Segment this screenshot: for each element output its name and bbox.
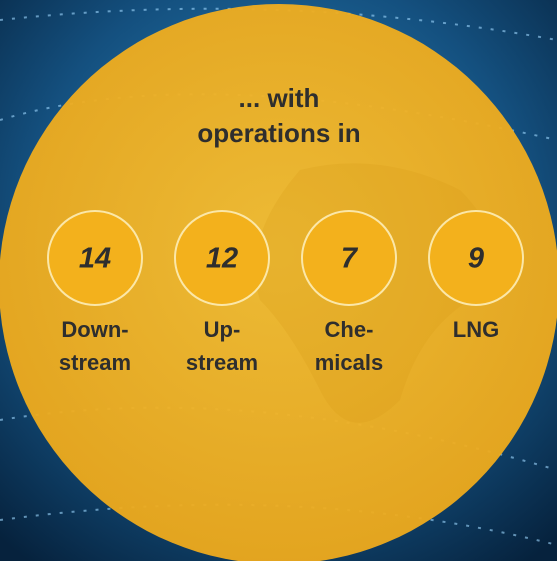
main-circle [0, 4, 557, 561]
item-label: stream [186, 350, 258, 375]
item-value: 7 [341, 243, 359, 275]
item-circle [174, 210, 270, 306]
item-label: Up- [204, 317, 241, 342]
item-circle [47, 210, 143, 306]
item-circle [301, 210, 397, 306]
item-value: 12 [206, 243, 238, 275]
item-label: Che- [325, 317, 374, 342]
item-label: Down- [61, 317, 128, 342]
item-value: 14 [79, 243, 111, 275]
item-label: stream [59, 350, 131, 375]
item-label: LNG [453, 317, 499, 342]
item-value: 9 [468, 243, 484, 275]
heading-line: ... with [239, 83, 320, 113]
content: ... with operations in 14 Down-stream 12 Up-s… [47, 83, 524, 375]
item-circle [428, 210, 524, 306]
heading-line: operations in [197, 118, 360, 148]
item-label: micals [315, 350, 384, 375]
